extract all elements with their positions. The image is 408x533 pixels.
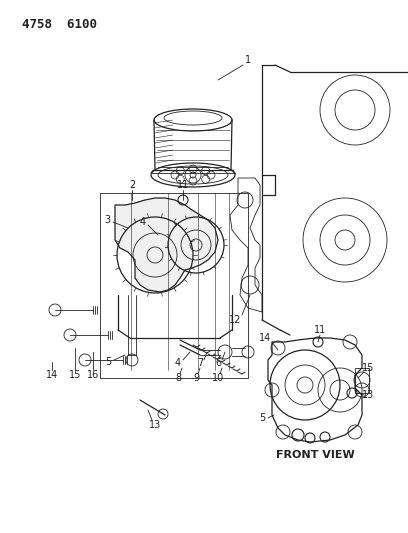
Text: 13: 13 bbox=[149, 420, 161, 430]
Text: 9: 9 bbox=[193, 373, 199, 383]
Polygon shape bbox=[115, 198, 218, 292]
Text: 2: 2 bbox=[129, 180, 135, 190]
Text: 11: 11 bbox=[177, 180, 189, 190]
Text: 7: 7 bbox=[197, 358, 203, 368]
Text: 10: 10 bbox=[212, 373, 224, 383]
Text: 15: 15 bbox=[69, 370, 81, 380]
Bar bbox=[100, 193, 248, 378]
Text: FRONT VIEW: FRONT VIEW bbox=[276, 450, 355, 460]
Text: 14: 14 bbox=[46, 370, 58, 380]
Text: 15: 15 bbox=[362, 363, 374, 373]
Text: 13: 13 bbox=[362, 390, 374, 400]
Text: 4758  6100: 4758 6100 bbox=[22, 18, 97, 31]
Text: 12: 12 bbox=[229, 315, 241, 325]
Text: 11: 11 bbox=[314, 325, 326, 335]
Text: 5: 5 bbox=[105, 357, 111, 367]
Bar bbox=[355, 368, 369, 393]
Text: 4: 4 bbox=[175, 358, 181, 368]
Text: 5: 5 bbox=[259, 413, 265, 423]
Text: 14: 14 bbox=[259, 333, 271, 343]
Text: 4: 4 bbox=[140, 217, 146, 227]
Text: 3: 3 bbox=[104, 215, 110, 225]
Text: 1: 1 bbox=[245, 55, 251, 65]
Text: 8: 8 bbox=[175, 373, 181, 383]
Text: 6: 6 bbox=[215, 358, 221, 368]
Text: 16: 16 bbox=[87, 370, 99, 380]
